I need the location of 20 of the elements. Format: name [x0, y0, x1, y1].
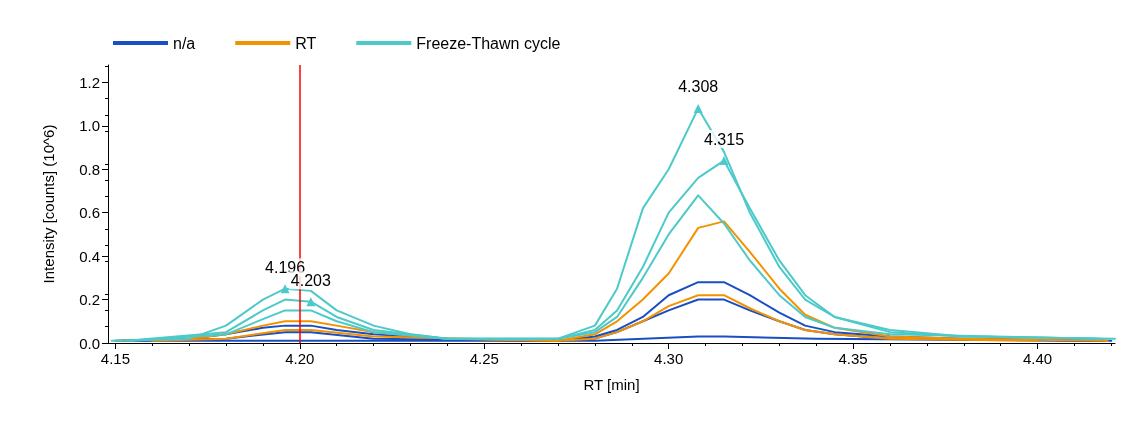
x-axis-title: RT [min] [583, 376, 640, 393]
legend-label: n/a [173, 34, 196, 52]
y-axis-title: Intensity [counts] (10^6) [40, 124, 57, 284]
y-tick-label: 0.0 [79, 334, 100, 352]
y-tick-label: 0.8 [79, 160, 100, 178]
annotation: 4.315 [703, 130, 745, 148]
x-tick-label: 4.15 [100, 350, 130, 367]
y-tick-label: 0.6 [79, 204, 100, 222]
y-tick-label: 0.4 [79, 247, 100, 265]
legend-label: RT [295, 34, 317, 52]
annotation: 4.308 [678, 78, 719, 96]
x-tick-label: 4.25 [469, 350, 499, 367]
x-tick-label: 4.40 [1022, 350, 1053, 367]
legend-label: Freeze-Thawn cycle [416, 34, 561, 52]
x-tick-label: 4.20 [285, 350, 315, 367]
y-tick-label: 1.0 [79, 117, 100, 135]
y-tick-label: 1.2 [79, 73, 100, 91]
y-tick-label: 0.2 [79, 291, 100, 309]
x-tick-label: 4.35 [838, 350, 868, 367]
x-tick-label: 4.30 [654, 350, 684, 367]
